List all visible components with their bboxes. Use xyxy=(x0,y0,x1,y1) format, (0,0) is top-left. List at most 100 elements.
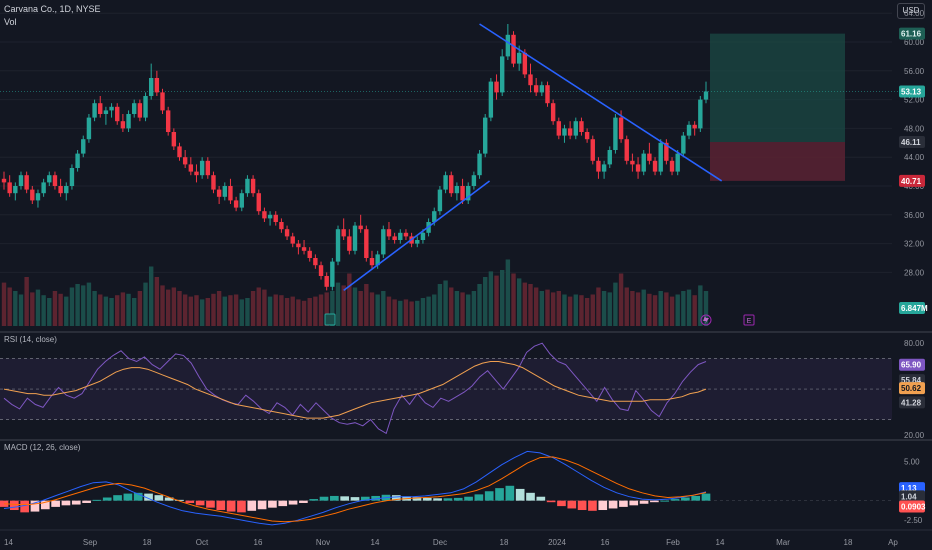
long-position-tool[interactable] xyxy=(0,33,898,181)
price-tick-label: 32.00 xyxy=(904,240,925,249)
volume-bar xyxy=(703,291,709,326)
candle-body xyxy=(494,81,499,93)
candle-body xyxy=(398,232,403,240)
signal-value-badge-bg xyxy=(899,490,925,503)
volume-bar xyxy=(318,294,324,326)
volume-bar xyxy=(347,273,352,326)
macd-histogram-bar xyxy=(144,493,153,501)
candle-body xyxy=(160,92,165,111)
entry-price-badge-bg xyxy=(899,136,925,149)
time-tick-label: Feb xyxy=(666,538,680,547)
volume-bar xyxy=(47,298,52,326)
candle-body xyxy=(194,171,199,176)
candle-body xyxy=(324,276,329,287)
volume-bar xyxy=(313,296,318,326)
macd-histogram-bar xyxy=(330,495,339,501)
macd-histogram-bar xyxy=(40,500,50,510)
volume-bar xyxy=(211,293,216,326)
candle-body xyxy=(239,193,244,208)
event-markers[interactable]: E xyxy=(324,313,755,326)
rsi-tick-label: 80.00 xyxy=(904,339,925,348)
volume-bar xyxy=(386,296,392,326)
volume-bar xyxy=(216,291,222,326)
candle-body xyxy=(341,229,346,237)
time-axis[interactable]: 14 Sep 18 Oct 16 Nov 14 Dec 18 2024 16 Feb 14 Mar 18 Ap xyxy=(4,538,898,547)
candle-body xyxy=(290,236,295,244)
volume-bar xyxy=(466,294,471,326)
signal-value-badge: 1.04 xyxy=(901,492,917,501)
volume-bar xyxy=(601,291,607,326)
macd-histogram-bar xyxy=(309,499,319,501)
macd-histogram-bar xyxy=(288,500,298,505)
candle-body xyxy=(256,193,261,212)
volume-bar xyxy=(375,294,380,326)
trendline xyxy=(343,180,491,292)
candle-body xyxy=(52,175,58,186)
candle-body xyxy=(460,186,465,201)
time-tick-label: Dec xyxy=(433,538,447,547)
candle-body xyxy=(607,150,612,165)
candle-body xyxy=(41,182,46,194)
volume-bar xyxy=(290,296,295,326)
macd-histogram-bar xyxy=(278,500,288,507)
candle-body xyxy=(381,229,386,255)
currency-button[interactable]: USD xyxy=(897,3,925,19)
symbol-title[interactable]: Carvana Co., 1D, NYSE xyxy=(4,4,101,14)
time-tick-label: 18 xyxy=(143,538,152,547)
candle-body xyxy=(132,103,137,114)
candle-body xyxy=(182,157,188,165)
volume-label[interactable]: Vol xyxy=(4,17,17,27)
lightning-icon xyxy=(703,316,709,324)
rsi-tick-label: 20.00 xyxy=(904,431,925,440)
candle-body xyxy=(562,128,567,136)
macd-histogram-bar xyxy=(598,500,608,511)
volume-bar xyxy=(403,299,409,326)
macd-histogram-bar xyxy=(195,500,205,506)
volume-bar xyxy=(188,296,194,326)
candle-body xyxy=(165,110,171,132)
volume-bar xyxy=(41,295,46,326)
candle-body xyxy=(103,110,109,114)
macd-histogram-bar xyxy=(123,493,133,501)
volume-bar xyxy=(86,282,92,326)
last-price-badge: 53.13 xyxy=(901,87,922,96)
macd-histogram-bar xyxy=(505,485,515,501)
earnings-marker-label: E xyxy=(747,318,752,325)
time-tick-label: 18 xyxy=(844,538,853,547)
volume-bar xyxy=(69,287,75,326)
volume-bar xyxy=(556,291,562,326)
volume-bar xyxy=(369,292,375,326)
macd-histogram-bar xyxy=(82,500,91,503)
macd-histogram-bar xyxy=(681,497,690,501)
rsi-ma-line xyxy=(3,361,707,419)
candle-body xyxy=(392,236,397,240)
macd-histogram-bar xyxy=(557,500,566,507)
candle-body xyxy=(69,168,75,186)
macd-histogram-bar xyxy=(175,499,184,501)
volume-bar xyxy=(194,295,199,326)
trendlines[interactable] xyxy=(343,23,723,292)
candle-body xyxy=(92,103,97,118)
macd-histogram-bar xyxy=(61,500,71,506)
volume-bar xyxy=(341,285,346,326)
volume-bar xyxy=(398,300,403,326)
candle-body xyxy=(415,240,420,244)
volume-bar xyxy=(132,298,137,326)
rsi-value-badge-bg xyxy=(899,358,925,371)
macd-histogram-bar xyxy=(412,497,422,501)
volume-bar xyxy=(471,291,477,326)
macd-histogram-bar xyxy=(20,500,29,513)
candle-body xyxy=(550,103,556,122)
price-tick-label: 28.00 xyxy=(904,268,925,277)
macd-histogram-bar xyxy=(464,496,473,501)
candle-body xyxy=(579,121,584,132)
macd-histogram-bar xyxy=(484,491,494,501)
candle-body xyxy=(664,142,669,161)
volume-bar xyxy=(483,277,488,326)
time-tick-label: 16 xyxy=(601,538,610,547)
price-candles xyxy=(1,24,709,291)
candle-body xyxy=(477,153,482,176)
volume-bar xyxy=(330,291,335,326)
volume-bar xyxy=(533,287,539,326)
